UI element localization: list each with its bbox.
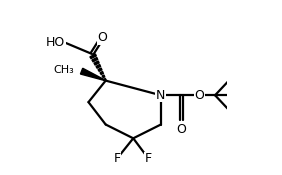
Text: F: F <box>113 152 120 166</box>
Text: O: O <box>177 123 186 136</box>
Text: HO: HO <box>46 36 65 49</box>
Polygon shape <box>98 68 102 71</box>
Polygon shape <box>80 68 106 81</box>
Text: F: F <box>144 152 151 166</box>
Polygon shape <box>100 71 103 75</box>
Polygon shape <box>102 75 105 78</box>
Text: O: O <box>195 89 204 102</box>
Polygon shape <box>104 78 106 81</box>
Polygon shape <box>92 57 98 62</box>
Polygon shape <box>96 64 100 68</box>
Text: O: O <box>97 31 107 44</box>
Text: N: N <box>156 89 166 102</box>
Polygon shape <box>94 61 99 65</box>
Polygon shape <box>90 54 96 59</box>
Text: CH₃: CH₃ <box>53 65 74 75</box>
